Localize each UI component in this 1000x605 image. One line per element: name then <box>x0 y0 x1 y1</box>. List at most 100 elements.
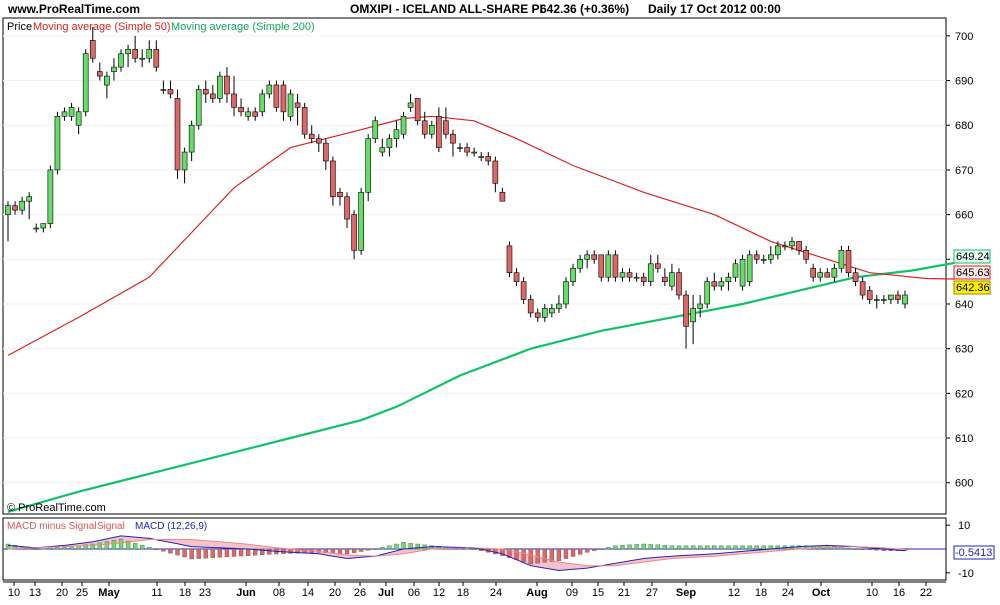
macd-histogram-bar <box>394 544 398 549</box>
candle-up <box>648 264 653 282</box>
candle-up <box>394 130 399 139</box>
candle-up <box>705 282 710 304</box>
macd-histogram-bar <box>748 546 752 549</box>
candle-down <box>507 246 512 273</box>
candle-up <box>726 277 731 281</box>
candle-up <box>48 170 53 224</box>
x-day-label: 20 <box>56 587 68 599</box>
macd-histogram-bar <box>154 549 158 550</box>
macd-histogram-bar <box>402 542 406 549</box>
macd-histogram-bar <box>529 549 533 564</box>
macd-histogram-bar <box>684 546 688 549</box>
price-tick-label: 670 <box>955 165 973 177</box>
candle-up <box>366 139 371 193</box>
candle-down <box>684 295 689 326</box>
candle-down <box>846 250 851 272</box>
x-month-label: Sep <box>676 587 696 599</box>
x-day-label: 13 <box>29 587 41 599</box>
macd-histogram-bar <box>161 549 165 551</box>
price-tick-label: 700 <box>955 31 973 43</box>
macd-signal-fill <box>192 540 199 547</box>
date-label: 17 Oct 2012 00:00 <box>680 2 781 16</box>
macd-histogram-bar <box>366 549 370 550</box>
macd-histogram-bar <box>211 549 215 558</box>
legend-signal: Signal <box>97 521 125 532</box>
price-tick-label: 640 <box>955 299 973 311</box>
candle-up <box>147 49 152 58</box>
price-tick-label: 610 <box>955 433 973 445</box>
candle-up <box>881 300 886 301</box>
legend-price: Price <box>7 21 32 33</box>
candle-down <box>521 282 526 300</box>
macd-histogram-bar <box>515 549 519 560</box>
macd-histogram-bar <box>741 546 745 549</box>
macd-histogram-bar <box>670 546 674 549</box>
macd-histogram-bar <box>105 541 109 549</box>
macd-histogram-bar <box>677 546 681 549</box>
period-label: Daily <box>648 2 677 16</box>
macd-histogram-bar <box>289 549 293 553</box>
macd-histogram-bar <box>338 549 342 554</box>
candle-up <box>401 116 406 134</box>
macd-histogram-bar <box>472 549 476 550</box>
candle-up <box>246 112 251 116</box>
candle-up <box>189 125 194 152</box>
x-month-label: Jun <box>236 587 256 599</box>
candle-up <box>789 241 794 245</box>
candle-down <box>500 192 505 201</box>
macd-histogram-bar <box>41 549 45 550</box>
x-day-label: 24 <box>782 587 794 599</box>
candle-up <box>373 121 378 139</box>
candle-down <box>323 143 328 161</box>
candle-up <box>182 152 187 170</box>
candle-up <box>634 277 639 278</box>
legend-ma200: Moving average (Simple 200) <box>171 21 315 33</box>
candle-down <box>330 161 335 197</box>
x-month-label: May <box>98 587 120 599</box>
macd-histogram-bar <box>691 546 695 549</box>
candle-up <box>719 282 724 286</box>
macd-histogram-bar <box>70 546 74 549</box>
candle-up <box>260 94 265 112</box>
candle-up <box>888 295 893 299</box>
candle-up <box>832 268 837 277</box>
candle-down <box>274 85 279 107</box>
candle-up <box>34 228 39 229</box>
macd-histogram-bar <box>91 544 95 549</box>
site-label[interactable]: www.ProRealTime.com <box>7 2 140 16</box>
last-change: 642.36 (+0.36%) <box>540 2 629 16</box>
candle-down <box>613 255 618 277</box>
macd-histogram-bar <box>34 549 38 550</box>
candle-up <box>818 273 823 277</box>
candle-up <box>359 192 364 250</box>
macd-signal-fill <box>199 540 206 547</box>
macd-histogram-bar <box>176 549 180 555</box>
candle-down <box>853 273 858 282</box>
x-day-label: 18 <box>179 587 191 599</box>
candle-up <box>669 273 674 286</box>
candle-down <box>203 89 208 93</box>
x-day-label: 06 <box>408 587 420 599</box>
candle-up <box>458 148 463 149</box>
x-day-label: 14 <box>302 587 314 599</box>
candle-up <box>288 94 293 116</box>
candle-up <box>6 206 11 215</box>
candle-up <box>104 76 109 85</box>
macd-histogram-bar <box>373 549 377 550</box>
candle-down <box>316 139 321 143</box>
x-day-label: 12 <box>728 587 740 599</box>
candle-down <box>345 197 350 219</box>
candle-down <box>154 49 159 67</box>
candle-up <box>782 246 787 247</box>
macd-histogram-bar <box>63 547 67 549</box>
macd-histogram-bar <box>380 547 384 549</box>
macd-histogram-bar <box>190 549 194 559</box>
macd-histogram-bar <box>352 549 356 553</box>
x-day-label: 15 <box>592 587 604 599</box>
candle-up <box>740 259 745 286</box>
candle-up <box>775 246 780 255</box>
price-tick-label: 660 <box>955 210 973 222</box>
candle-down <box>239 107 244 111</box>
macd-histogram-bar <box>246 549 250 556</box>
